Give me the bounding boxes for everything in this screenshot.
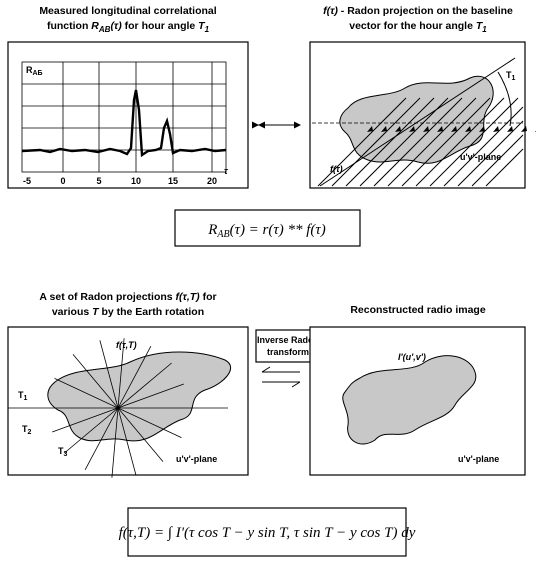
x-tick-label: -5 — [23, 176, 31, 186]
equation: f(τ,T) = ∫ I'(τ cos T − y sin T, τ sin T… — [119, 525, 416, 541]
x-tick-label: 5 — [96, 176, 101, 186]
caption: function RAB(τ) for hour angle T1 — [47, 20, 210, 34]
subscript: 3 — [64, 451, 68, 458]
symbol: (τ) — [110, 20, 122, 32]
plane-label: u'v'-plane — [460, 152, 501, 162]
subscript: 1 — [205, 25, 210, 34]
caption: f(τ) - Radon projection on the baseline — [323, 5, 513, 17]
x-tick-label: 20 — [207, 176, 217, 186]
transform-label: transform — [267, 347, 309, 357]
subscript: AB — [98, 25, 111, 34]
caption-text: vector for the hour angle — [349, 20, 476, 32]
caption-text: various — [52, 306, 92, 318]
arrowhead — [258, 122, 265, 129]
symbol: f(τ,T) — [176, 291, 201, 303]
caption: Measured longitudinal correlational — [39, 5, 216, 17]
subscript: 1 — [24, 395, 28, 402]
plane-label: u'v'-plane — [458, 454, 499, 464]
caption-text: for hour angle — [122, 20, 198, 32]
symbol: R — [207, 222, 217, 238]
caption-text: - Radon projection on the baseline — [338, 5, 513, 17]
caption-text: function — [47, 20, 91, 32]
subscript: AБ — [33, 70, 43, 77]
caption: vector for the hour angle T1 — [349, 20, 487, 34]
subscript: 1 — [512, 75, 516, 82]
caption: various T by the Earth rotation — [52, 306, 204, 318]
caption-text: for — [200, 291, 217, 303]
subscript: AB — [216, 229, 229, 240]
x-tick-label: 10 — [131, 176, 141, 186]
caption: Reconstructed radio image — [350, 304, 486, 316]
harpoon — [262, 382, 300, 387]
caption-text: by the Earth rotation — [99, 306, 205, 318]
caption: A set of Radon projections f(τ,T) for — [39, 291, 216, 303]
subscript: 2 — [28, 429, 32, 436]
projection-label: f(τ) — [330, 164, 343, 174]
caption-text: A set of Radon projections — [39, 291, 175, 303]
harpoon — [262, 367, 300, 372]
equation-text: (τ) = r(τ) ** f(τ) — [230, 222, 326, 238]
projection-label: f(τ,T) — [116, 340, 137, 350]
diagram: Measured longitudinal correlational func… — [0, 0, 536, 572]
x-tick-label: 15 — [168, 176, 178, 186]
subscript: 1 — [482, 25, 487, 34]
symbol: f(τ) — [323, 5, 338, 17]
plane-label: u'v'-plane — [176, 454, 217, 464]
x-tick-label: 0 — [60, 176, 65, 186]
image-label: I'(u',v') — [398, 352, 426, 362]
